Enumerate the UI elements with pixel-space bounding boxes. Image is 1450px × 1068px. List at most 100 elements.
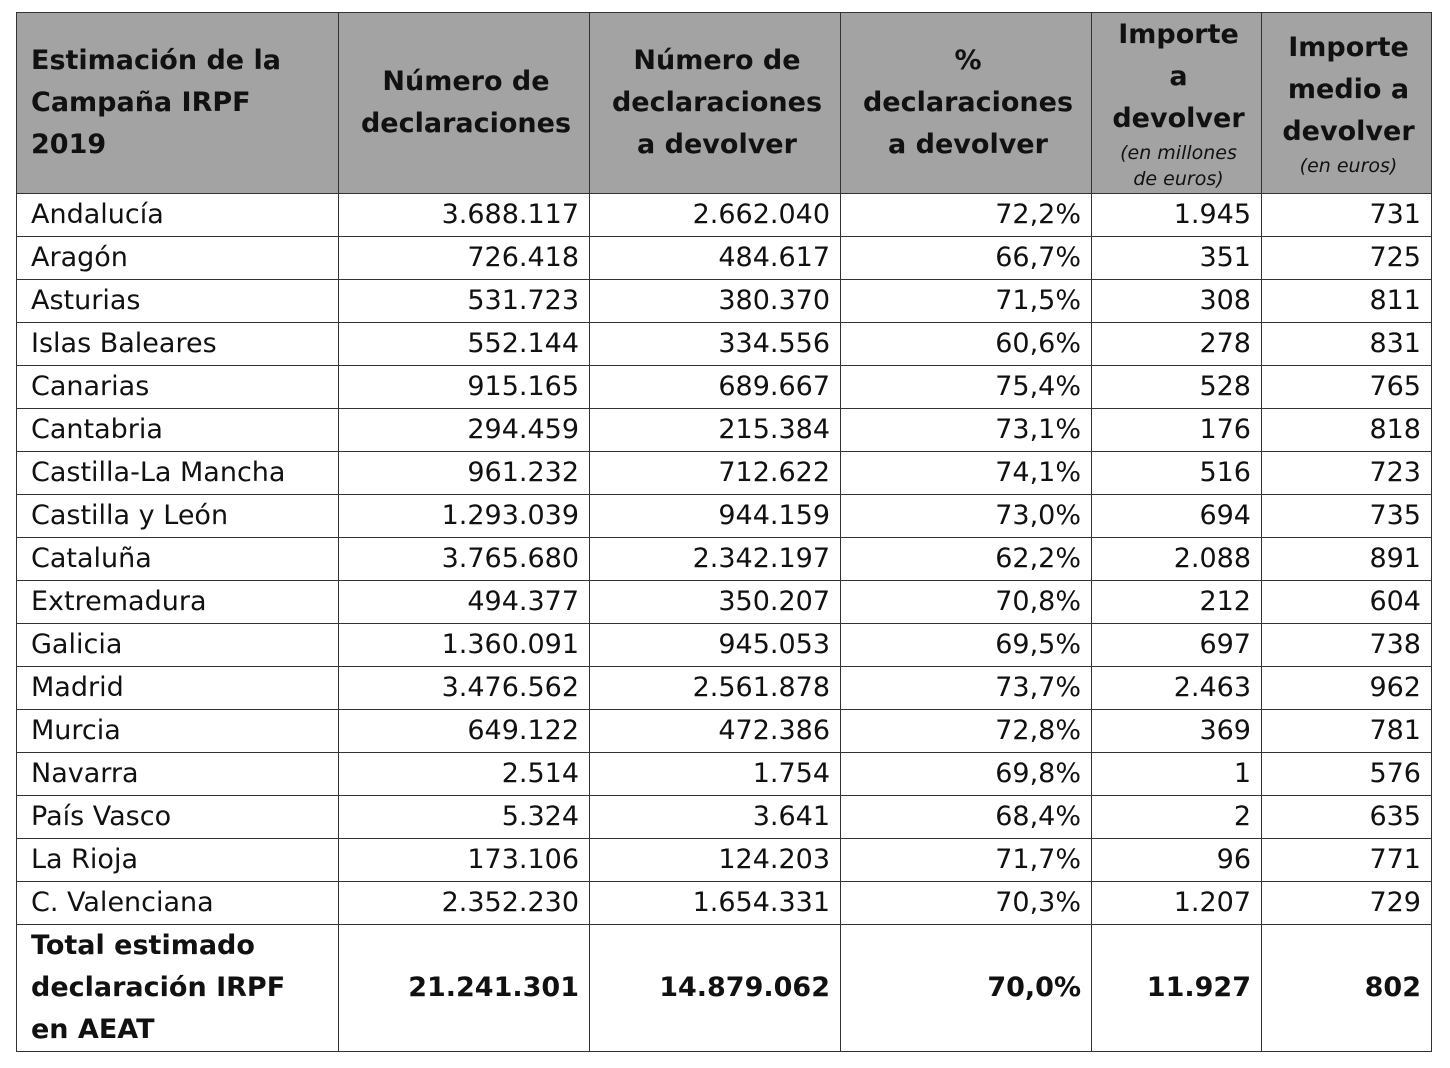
value-cell: 350.207 (589, 580, 841, 624)
region-cell: Cataluña (16, 537, 339, 581)
value-cell: 531.723 (338, 279, 590, 323)
region-cell: Cantabria (16, 408, 339, 452)
value-cell: 215.384 (589, 408, 841, 452)
value-cell: 1.654.331 (589, 881, 841, 925)
value-cell: 729 (1261, 881, 1432, 925)
column-header: Número de declaraciones a devolver (589, 12, 841, 194)
value-cell: 635 (1261, 795, 1432, 839)
region-cell: Castilla-La Mancha (16, 451, 339, 495)
value-cell: 689.667 (589, 365, 841, 409)
value-cell: 818 (1261, 408, 1432, 452)
region-cell: C. Valenciana (16, 881, 339, 925)
region-cell: Castilla y León (16, 494, 339, 538)
column-header: Importe medio a devolver (en euros) (1261, 12, 1432, 194)
value-cell: 726.418 (338, 236, 590, 280)
value-cell: 73,0% (840, 494, 1092, 538)
value-cell: 1.945 (1091, 193, 1262, 237)
value-cell: 2.514 (338, 752, 590, 796)
header-title: Estimación de la Campaña IRPF 2019 (31, 45, 281, 160)
region-cell: Galicia (16, 623, 339, 667)
value-cell: 697 (1091, 623, 1262, 667)
data-row: Aragón 726.418 484.617 66,7% 351 725 (16, 236, 1432, 280)
value-cell: 1.754 (589, 752, 841, 796)
value-cell: 173.106 (338, 838, 590, 882)
value-cell: 712.622 (589, 451, 841, 495)
value-cell: 3.641 (589, 795, 841, 839)
region-cell: Murcia (16, 709, 339, 753)
value-cell: 831 (1261, 322, 1432, 366)
value-cell: 738 (1261, 623, 1432, 667)
value-cell: 694 (1091, 494, 1262, 538)
region-cell: La Rioja (16, 838, 339, 882)
value-cell: 69,8% (840, 752, 1092, 796)
region-cell: Andalucía (16, 193, 339, 237)
data-row: Madrid 3.476.562 2.561.878 73,7% 2.463 962 (16, 666, 1432, 710)
value-cell: 604 (1261, 580, 1432, 624)
value-cell: 915.165 (338, 365, 590, 409)
value-cell: 944.159 (589, 494, 841, 538)
data-row: Canarias 915.165 689.667 75,4% 528 765 (16, 365, 1432, 409)
value-cell: 14.879.062 (589, 924, 841, 1052)
value-cell: 765 (1261, 365, 1432, 409)
data-row: Galicia 1.360.091 945.053 69,5% 697 738 (16, 623, 1432, 667)
value-cell: 2.088 (1091, 537, 1262, 581)
value-cell: 576 (1261, 752, 1432, 796)
header-row: Estimación de la Campaña IRPF 2019 Número… (16, 12, 1432, 194)
value-cell: 96 (1091, 838, 1262, 882)
region-cell: Extremadura (16, 580, 339, 624)
value-cell: 3.765.680 (338, 537, 590, 581)
data-row: Murcia 649.122 472.386 72,8% 369 781 (16, 709, 1432, 753)
data-row: País Vasco 5.324 3.641 68,4% 2 635 (16, 795, 1432, 839)
data-row: Extremadura 494.377 350.207 70,8% 212 604 (16, 580, 1432, 624)
value-cell: 308 (1091, 279, 1262, 323)
value-cell: 72,8% (840, 709, 1092, 753)
region-cell: Madrid (16, 666, 339, 710)
data-row: Castilla y León 1.293.039 944.159 73,0% 694 7… (16, 494, 1432, 538)
value-cell: 369 (1091, 709, 1262, 753)
value-cell: 71,5% (840, 279, 1092, 323)
value-cell: 731 (1261, 193, 1432, 237)
header-title: Número de declaraciones (360, 66, 572, 139)
data-row: Andalucía 3.688.117 2.662.040 72,2% 1.945 731 (16, 193, 1432, 237)
value-cell: 962 (1261, 666, 1432, 710)
value-cell: 1.293.039 (338, 494, 590, 538)
value-cell: 781 (1261, 709, 1432, 753)
value-cell: 68,4% (840, 795, 1092, 839)
value-cell: 5.324 (338, 795, 590, 839)
value-cell: 1 (1091, 752, 1262, 796)
value-cell: 176 (1091, 408, 1262, 452)
value-cell: 528 (1091, 365, 1262, 409)
value-cell: 334.556 (589, 322, 841, 366)
data-row: Navarra 2.514 1.754 69,8% 1 576 (16, 752, 1432, 796)
header-note: (en euros) (1299, 155, 1398, 177)
value-cell: 2.463 (1091, 666, 1262, 710)
table-head: Estimación de la Campaña IRPF 2019 Número… (16, 12, 1432, 194)
value-cell: 72,2% (840, 193, 1092, 237)
value-cell: 69,5% (840, 623, 1092, 667)
header-title: Número de declaraciones a devolver (611, 45, 823, 160)
data-row: C. Valenciana 2.352.230 1.654.331 70,3% 1.20… (16, 881, 1432, 925)
header-note: (en millones de euros) (1120, 142, 1237, 190)
total-row: Total estimado declaración IRPF en AEAT 2… (16, 924, 1432, 1052)
value-cell: 62,2% (840, 537, 1092, 581)
value-cell: 802 (1261, 924, 1432, 1052)
value-cell: 351 (1091, 236, 1262, 280)
column-header: Estimación de la Campaña IRPF 2019 (16, 12, 339, 194)
value-cell: 75,4% (840, 365, 1092, 409)
value-cell: 945.053 (589, 623, 841, 667)
value-cell: 2.342.197 (589, 537, 841, 581)
region-cell: Asturias (16, 279, 339, 323)
region-cell: Aragón (16, 236, 339, 280)
data-row: La Rioja 173.106 124.203 71,7% 96 771 (16, 838, 1432, 882)
value-cell: 21.241.301 (338, 924, 590, 1052)
header-title: Importe a devolver (1112, 19, 1245, 134)
value-cell: 494.377 (338, 580, 590, 624)
value-cell: 294.459 (338, 408, 590, 452)
irpf-table: Estimación de la Campaña IRPF 2019 Número… (16, 12, 1432, 1052)
value-cell: 771 (1261, 838, 1432, 882)
value-cell: 70,0% (840, 924, 1092, 1052)
column-header: Número de declaraciones (338, 12, 590, 194)
value-cell: 380.370 (589, 279, 841, 323)
